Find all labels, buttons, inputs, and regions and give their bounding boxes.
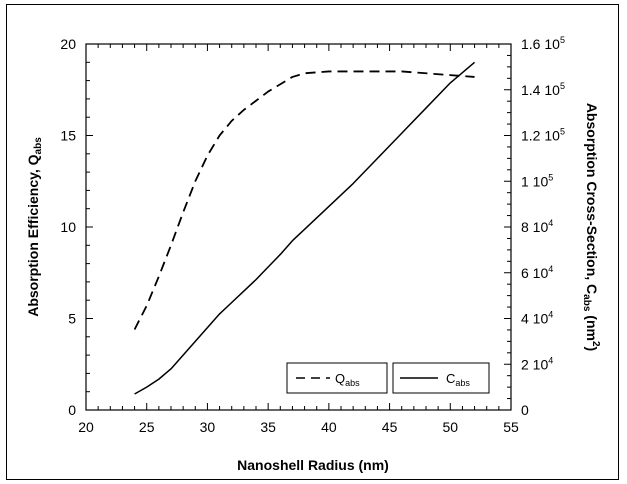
- right-y-tick-label: 0: [521, 402, 529, 418]
- x-tick-label: 25: [139, 419, 155, 435]
- x-tick-label: 30: [200, 419, 216, 435]
- legend-c-abs-label: Cabs: [446, 371, 470, 388]
- left-y-tick-label: 15: [60, 128, 76, 144]
- left-y-tick-label: 20: [60, 36, 76, 52]
- right-y-tick-label: 1.4 105: [521, 81, 565, 98]
- x-tick-label: 55: [503, 419, 519, 435]
- right-y-axis-label: Absorption Cross-Section, Cabs (nm2): [581, 103, 601, 351]
- series-layer: [133, 61, 476, 395]
- right-y-tick-label: 6 104: [521, 264, 553, 281]
- x-tick-label: 40: [321, 419, 337, 435]
- legend-c-abs: Cabs: [392, 362, 490, 394]
- plot-border: [85, 43, 512, 411]
- x-axis-label: Nanoshell Radius (nm): [237, 457, 389, 473]
- legend-q-abs: Qabs: [286, 362, 388, 394]
- left-y-tick-label: 0: [68, 402, 76, 418]
- series-q-abs-line: [133, 70, 475, 330]
- right-y-tick-label: 2 104: [521, 355, 553, 372]
- left-y-tick-label: 5: [68, 311, 76, 327]
- x-tick-label: 35: [260, 419, 276, 435]
- right-y-tick-label: 8 104: [521, 218, 553, 235]
- x-tick-label: 50: [442, 419, 458, 435]
- legend-q-abs-label: Qabs: [335, 371, 360, 388]
- right-y-tick-label: 4 104: [521, 310, 553, 327]
- x-tick-label: 20: [78, 419, 94, 435]
- x-tick-label: 45: [382, 419, 398, 435]
- series-c-abs-line: [134, 61, 476, 395]
- left-y-axis-label: Absorption Efficiency, Qabs: [25, 137, 44, 317]
- left-y-tick-label: 10: [60, 219, 76, 235]
- right-y-tick-label: 1 105: [521, 172, 553, 189]
- right-y-tick-label: 1.2 105: [521, 127, 565, 144]
- right-y-tick-label: 1.6 105: [521, 35, 565, 52]
- plot-area: [85, 43, 512, 411]
- chart-frame: [6, 4, 619, 480]
